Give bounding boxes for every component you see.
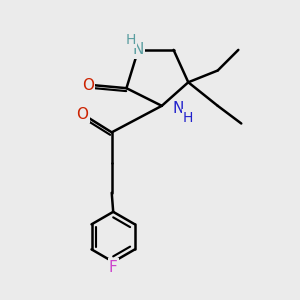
Text: O: O xyxy=(76,107,88,122)
Text: N: N xyxy=(133,42,144,57)
Text: F: F xyxy=(109,260,118,275)
Text: O: O xyxy=(82,78,94,93)
Text: H: H xyxy=(126,33,136,46)
Text: H: H xyxy=(183,111,194,124)
Text: N: N xyxy=(172,101,184,116)
